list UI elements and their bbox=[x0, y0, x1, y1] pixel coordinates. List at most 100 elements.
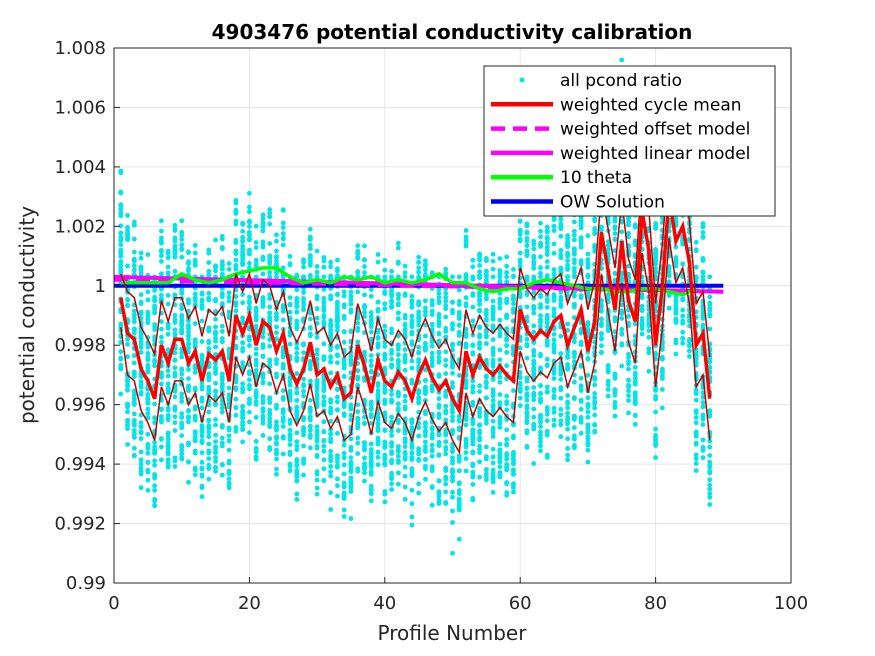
scatter-point bbox=[504, 436, 510, 442]
scatter-point bbox=[578, 217, 584, 222]
scatter-point bbox=[152, 305, 158, 311]
scatter-point bbox=[504, 343, 510, 349]
scatter-point bbox=[436, 493, 442, 499]
scatter-point bbox=[307, 316, 313, 322]
scatter-point bbox=[571, 304, 577, 310]
scatter-point bbox=[470, 438, 476, 444]
scatter-point bbox=[145, 400, 151, 406]
scatter-point bbox=[626, 410, 631, 416]
scatter-point bbox=[551, 417, 557, 423]
scatter-point bbox=[213, 454, 218, 460]
scatter-point bbox=[260, 216, 266, 221]
scatter-point bbox=[341, 302, 347, 308]
scatter-point bbox=[592, 429, 598, 435]
scatter-point bbox=[558, 233, 564, 239]
scatter-point bbox=[179, 354, 185, 360]
scatter-point bbox=[382, 454, 388, 460]
scatter-point bbox=[592, 377, 598, 382]
scatter-point bbox=[233, 379, 239, 384]
scatter-point bbox=[267, 395, 273, 401]
scatter-point bbox=[240, 381, 246, 387]
scatter-point bbox=[423, 476, 428, 482]
scatter-point bbox=[504, 254, 510, 260]
scatter-point bbox=[585, 436, 591, 442]
scatter-point bbox=[693, 461, 699, 466]
scatter-point bbox=[395, 481, 401, 487]
scatter-point bbox=[172, 464, 178, 469]
scatter-point bbox=[131, 431, 137, 437]
scatter-point bbox=[274, 361, 279, 366]
scatter-point bbox=[693, 431, 699, 437]
scatter-point bbox=[240, 427, 246, 433]
scatter-point bbox=[362, 243, 367, 249]
scatter-point bbox=[544, 313, 550, 319]
y-tick-label: 1.004 bbox=[54, 157, 106, 178]
scatter-point bbox=[287, 332, 293, 338]
scatter-point bbox=[294, 497, 300, 502]
scatter-point bbox=[253, 414, 259, 420]
scatter-point bbox=[213, 468, 218, 474]
scatter-point bbox=[700, 400, 706, 405]
scatter-point bbox=[389, 459, 394, 465]
scatter-point bbox=[571, 228, 577, 234]
scatter-point bbox=[125, 224, 130, 230]
scatter-point bbox=[477, 383, 482, 389]
scatter-point bbox=[118, 391, 124, 397]
scatter-point bbox=[172, 404, 178, 410]
scatter-point bbox=[538, 228, 543, 234]
scatter-point bbox=[402, 426, 408, 432]
scatter-point bbox=[118, 339, 124, 345]
scatter-point bbox=[301, 443, 306, 449]
scatter-point bbox=[605, 328, 611, 334]
scatter-point bbox=[551, 405, 557, 411]
scatter-point bbox=[565, 452, 570, 458]
scatter-point bbox=[436, 286, 442, 292]
scatter-point bbox=[118, 324, 124, 330]
scatter-point bbox=[213, 432, 218, 438]
scatter-point bbox=[477, 435, 482, 441]
x-tick-label: 20 bbox=[238, 593, 261, 614]
scatter-point bbox=[551, 337, 557, 343]
scatter-point bbox=[395, 346, 401, 352]
scatter-point bbox=[280, 434, 286, 439]
scatter-point bbox=[260, 342, 266, 348]
scatter-point bbox=[179, 237, 185, 242]
scatter-point bbox=[483, 477, 489, 483]
scatter-point bbox=[497, 400, 503, 406]
scatter-point bbox=[267, 207, 273, 212]
scatter-point bbox=[131, 392, 137, 398]
scatter-point bbox=[118, 237, 124, 243]
scatter-point bbox=[260, 239, 266, 245]
scatter-point bbox=[565, 265, 570, 271]
scatter-point bbox=[409, 358, 415, 364]
scatter-point bbox=[213, 324, 218, 330]
scatter-point bbox=[477, 269, 482, 275]
scatter-point bbox=[247, 248, 252, 254]
scatter-point bbox=[585, 447, 591, 453]
scatter-point bbox=[219, 435, 225, 441]
scatter-point bbox=[206, 290, 212, 296]
scatter-point bbox=[483, 334, 489, 340]
scatter-point bbox=[599, 316, 604, 322]
y-tick-label: 0.992 bbox=[54, 514, 106, 535]
scatter-point bbox=[362, 443, 367, 449]
scatter-point bbox=[219, 233, 225, 239]
scatter-point bbox=[571, 335, 577, 341]
scatter-point bbox=[206, 441, 212, 447]
scatter-point bbox=[199, 297, 205, 303]
scatter-point bbox=[280, 349, 286, 355]
scatter-point bbox=[186, 259, 191, 265]
scatter-point bbox=[585, 264, 591, 270]
scatter-point bbox=[226, 438, 232, 444]
scatter-point bbox=[700, 455, 706, 461]
scatter-point bbox=[538, 424, 543, 429]
scatter-point bbox=[240, 315, 246, 321]
scatter-point bbox=[247, 377, 252, 383]
scatter-point bbox=[565, 393, 570, 398]
scatter-point bbox=[118, 355, 124, 361]
scatter-point bbox=[348, 307, 354, 313]
scatter-point bbox=[314, 391, 320, 397]
scatter-point bbox=[368, 362, 374, 368]
scatter-point bbox=[409, 420, 415, 426]
scatter-point bbox=[260, 271, 266, 277]
